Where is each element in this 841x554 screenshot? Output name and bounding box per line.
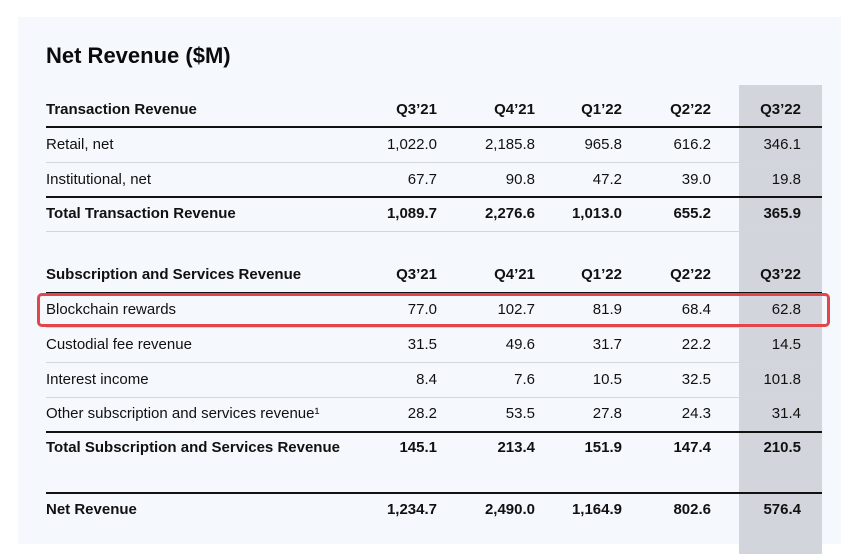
table-row: Interest income 8.4 7.6 10.5 32.5 101.8	[46, 363, 822, 397]
current-quarter-highlight-column	[739, 85, 822, 554]
table-row: Retail, net 1,022.0 2,185.8 965.8 616.2 346.1	[46, 128, 822, 162]
row-divider	[46, 397, 822, 398]
cell-value: 346.1	[763, 136, 801, 153]
cell-value: Q1’22	[581, 101, 622, 118]
cell-value: 210.5	[763, 439, 801, 456]
cell-value: Q3’22	[760, 101, 801, 118]
cell-value: 802.6	[673, 501, 711, 518]
total-row: Total Subscription and Services Revenue 1…	[46, 431, 822, 465]
cell-value: 68.4	[681, 301, 711, 318]
row-divider	[46, 231, 822, 232]
cell-value: Q3’21	[396, 266, 437, 283]
row-label: Blockchain rewards	[46, 301, 177, 318]
cell-value: 28.2	[407, 405, 437, 422]
cell-value: 2,490.0	[484, 501, 535, 518]
cell-value: 102.7	[497, 301, 535, 318]
row-divider	[46, 492, 822, 494]
cell-value: 32.5	[681, 371, 711, 388]
cell-value: 31.5	[407, 336, 437, 353]
row-label: Net Revenue	[46, 501, 137, 518]
cell-value: 965.8	[584, 136, 622, 153]
row-label: Other subscription and services revenue¹	[46, 405, 320, 422]
cell-value: Q2’22	[670, 101, 711, 118]
section-header-row: Transaction Revenue Q3’21 Q4’21 Q1’22 Q2’22 Q…	[46, 93, 822, 127]
cell-value: 31.7	[592, 336, 622, 353]
row-label: Total Transaction Revenue	[46, 205, 236, 222]
cell-value: 19.8	[771, 171, 801, 188]
row-label: Institutional, net	[46, 171, 152, 188]
row-label: Total Subscription and Services Revenue	[46, 439, 340, 456]
cell-value: 47.2	[592, 171, 622, 188]
cell-value: 145.1	[399, 439, 437, 456]
cell-value: Q4’21	[494, 101, 535, 118]
page-title: Net Revenue ($M)	[46, 43, 231, 68]
cell-value: Q4’21	[494, 266, 535, 283]
cell-value: 2,276.6	[484, 205, 535, 222]
cell-value: 27.8	[592, 405, 622, 422]
row-divider	[46, 362, 822, 363]
cell-value: 101.8	[763, 371, 801, 388]
row-label: Retail, net	[46, 136, 114, 153]
net-revenue-card	[18, 17, 841, 544]
cell-value: 10.5	[592, 371, 622, 388]
cell-value: 31.4	[771, 405, 801, 422]
cell-value: 1,013.0	[571, 205, 622, 222]
table-row: Institutional, net 67.7 90.8 47.2 39.0 19.8	[46, 163, 822, 197]
cell-value: 147.4	[673, 439, 711, 456]
cell-value: Q3’22	[760, 266, 801, 283]
cell-value: 365.9	[763, 205, 801, 222]
cell-value: 1,164.9	[571, 501, 622, 518]
row-label: Custodial fee revenue	[46, 336, 192, 353]
row-divider	[46, 327, 822, 328]
net-revenue-row: Net Revenue 1,234.7 2,490.0 1,164.9 802.6 576…	[46, 493, 822, 527]
cell-value: 1,234.7	[386, 501, 437, 518]
table-row: Blockchain rewards 77.0 102.7 81.9 68.4 62.8	[46, 293, 822, 327]
row-label: Subscription and Services Revenue	[46, 266, 302, 283]
row-label: Transaction Revenue	[46, 101, 197, 118]
cell-value: 24.3	[681, 405, 711, 422]
cell-value: 53.5	[505, 405, 535, 422]
cell-value: 90.8	[505, 171, 535, 188]
cell-value: 1,022.0	[386, 136, 437, 153]
row-divider	[46, 196, 822, 198]
cell-value: 151.9	[584, 439, 622, 456]
cell-value: 62.8	[771, 301, 801, 318]
cell-value: 67.7	[407, 171, 437, 188]
cell-value: 77.0	[407, 301, 437, 318]
row-divider	[46, 162, 822, 163]
table-row: Custodial fee revenue 31.5 49.6 31.7 22.2 14.…	[46, 328, 822, 362]
cell-value: 39.0	[681, 171, 711, 188]
cell-value: Q2’22	[670, 266, 711, 283]
total-row: Total Transaction Revenue 1,089.7 2,276.6 1…	[46, 197, 822, 231]
row-label: Interest income	[46, 371, 149, 388]
cell-value: 81.9	[592, 301, 622, 318]
cell-value: 616.2	[673, 136, 711, 153]
cell-value: Q1’22	[581, 266, 622, 283]
cell-value: 1,089.7	[386, 205, 437, 222]
cell-value: 22.2	[681, 336, 711, 353]
section-header-row: Subscription and Services Revenue Q3’21 Q4…	[46, 258, 822, 292]
cell-value: 8.4	[416, 371, 437, 388]
cell-value: 576.4	[763, 501, 801, 518]
cell-value: 2,185.8	[484, 136, 535, 153]
cell-value: 213.4	[497, 439, 535, 456]
highlight-box-blockchain-rewards	[37, 293, 830, 327]
row-divider	[46, 292, 822, 294]
row-divider	[46, 431, 822, 433]
row-divider	[46, 126, 822, 128]
cell-value: 7.6	[514, 371, 535, 388]
cell-value: 655.2	[673, 205, 711, 222]
cell-value: 14.5	[771, 336, 801, 353]
cell-value: 49.6	[505, 336, 535, 353]
cell-value: Q3’21	[396, 101, 437, 118]
table-row: Other subscription and services revenue¹…	[46, 397, 822, 431]
